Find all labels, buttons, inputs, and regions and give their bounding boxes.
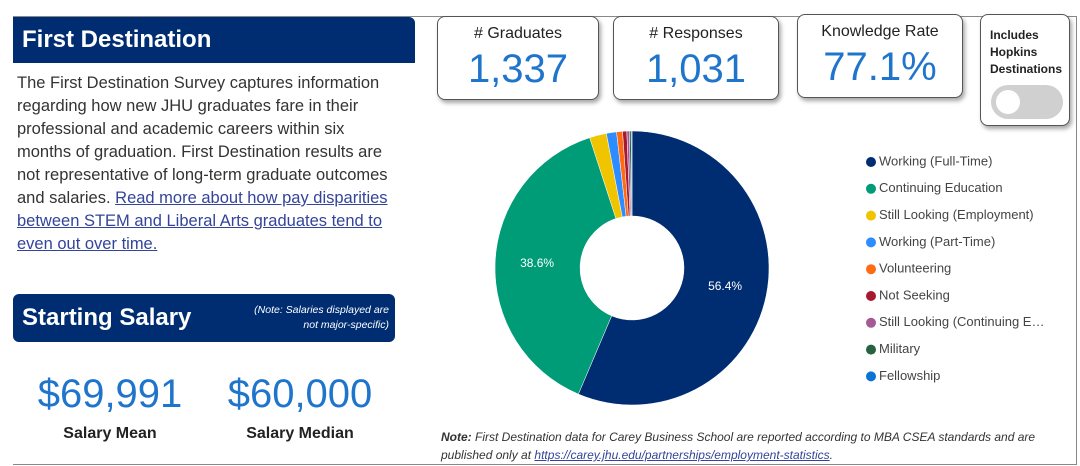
legend-dot xyxy=(866,291,876,301)
toggle-card: Includes Hopkins Destinations xyxy=(980,14,1070,126)
legend-label: Military xyxy=(879,341,921,356)
slice-label: 56.4% xyxy=(708,279,742,293)
legend-dot xyxy=(866,264,876,275)
legend-label: Working (Full-Time) xyxy=(879,153,992,168)
salary-header: Starting Salary (Note: Salaries displaye… xyxy=(13,294,395,342)
description-link[interactable]: Read more about how pay disparities betw… xyxy=(17,189,388,253)
kpi-label: Knowledge Rate xyxy=(821,23,939,40)
legend-dot xyxy=(866,317,876,328)
donut-slice xyxy=(578,130,770,406)
note-text: First Destination data for Carey Busines… xyxy=(475,430,1036,444)
legend-dot xyxy=(866,157,876,167)
legend-label: Working (Part-Time) xyxy=(879,234,995,249)
toggle-switch[interactable] xyxy=(991,85,1063,119)
donut-slice xyxy=(494,137,617,395)
legend-label: Not Seeking xyxy=(879,287,950,302)
salary-label: Salary Mean xyxy=(63,425,157,442)
legend-dot xyxy=(866,210,876,221)
donut-slice xyxy=(630,130,633,217)
kpi-value: 1,031 xyxy=(645,47,747,91)
slice-label: 38.6% xyxy=(520,256,554,270)
note-link[interactable]: https://carey.jhu.edu/partnerships/emplo… xyxy=(534,448,830,462)
kpi-value: 1,337 xyxy=(467,47,569,91)
legend-dot xyxy=(866,371,876,382)
salary-stat: $69,991 Salary Mean xyxy=(20,372,200,443)
salary-value: $69,991 xyxy=(37,372,183,416)
kpi-label: # Responses xyxy=(649,25,743,42)
description: The First Destination Survey captures in… xyxy=(17,72,402,256)
kpi-card: # Graduates 1,337 xyxy=(437,16,599,100)
header-title: First Destination xyxy=(13,17,415,63)
description-text: The First Destination Survey captures in… xyxy=(17,74,388,207)
legend-label: Volunteering xyxy=(879,261,951,276)
salary-title: Starting Salary xyxy=(22,304,192,331)
note: Note: First Destination data for Carey B… xyxy=(441,428,1071,464)
kpi-label: # Graduates xyxy=(473,25,563,42)
note-end: . xyxy=(829,448,834,462)
legend-label: Continuing Education xyxy=(879,180,1003,195)
salary-note: (Note: Salaries displayed are not major-… xyxy=(254,304,389,331)
note-text: published only at xyxy=(441,448,532,462)
salary-stat: $60,000 Salary Median xyxy=(210,372,390,443)
legend-label: Fellowship xyxy=(879,368,940,383)
kpi-card: Knowledge Rate 77.1% xyxy=(797,14,963,98)
legend-dot xyxy=(866,183,876,194)
legend-label: Still Looking (Employment) xyxy=(879,207,1034,222)
note-lead: Note: xyxy=(441,430,472,444)
salary-label: Salary Median xyxy=(246,425,354,442)
salary-value: $60,000 xyxy=(227,372,373,416)
legend-dot xyxy=(866,237,876,248)
toggle-knob xyxy=(996,90,1020,114)
toggle-label: Includes Hopkins Destinations xyxy=(990,28,1063,76)
donut-chart: 56.4% Working (Full-Time) 38.6% Continuing … xyxy=(494,130,1044,406)
kpi-card: # Responses 1,031 xyxy=(613,16,779,100)
legend-dot xyxy=(866,344,876,355)
legend-label: Still Looking (Continuing E… xyxy=(879,314,1044,329)
kpi-value: 77.1% xyxy=(823,45,937,89)
